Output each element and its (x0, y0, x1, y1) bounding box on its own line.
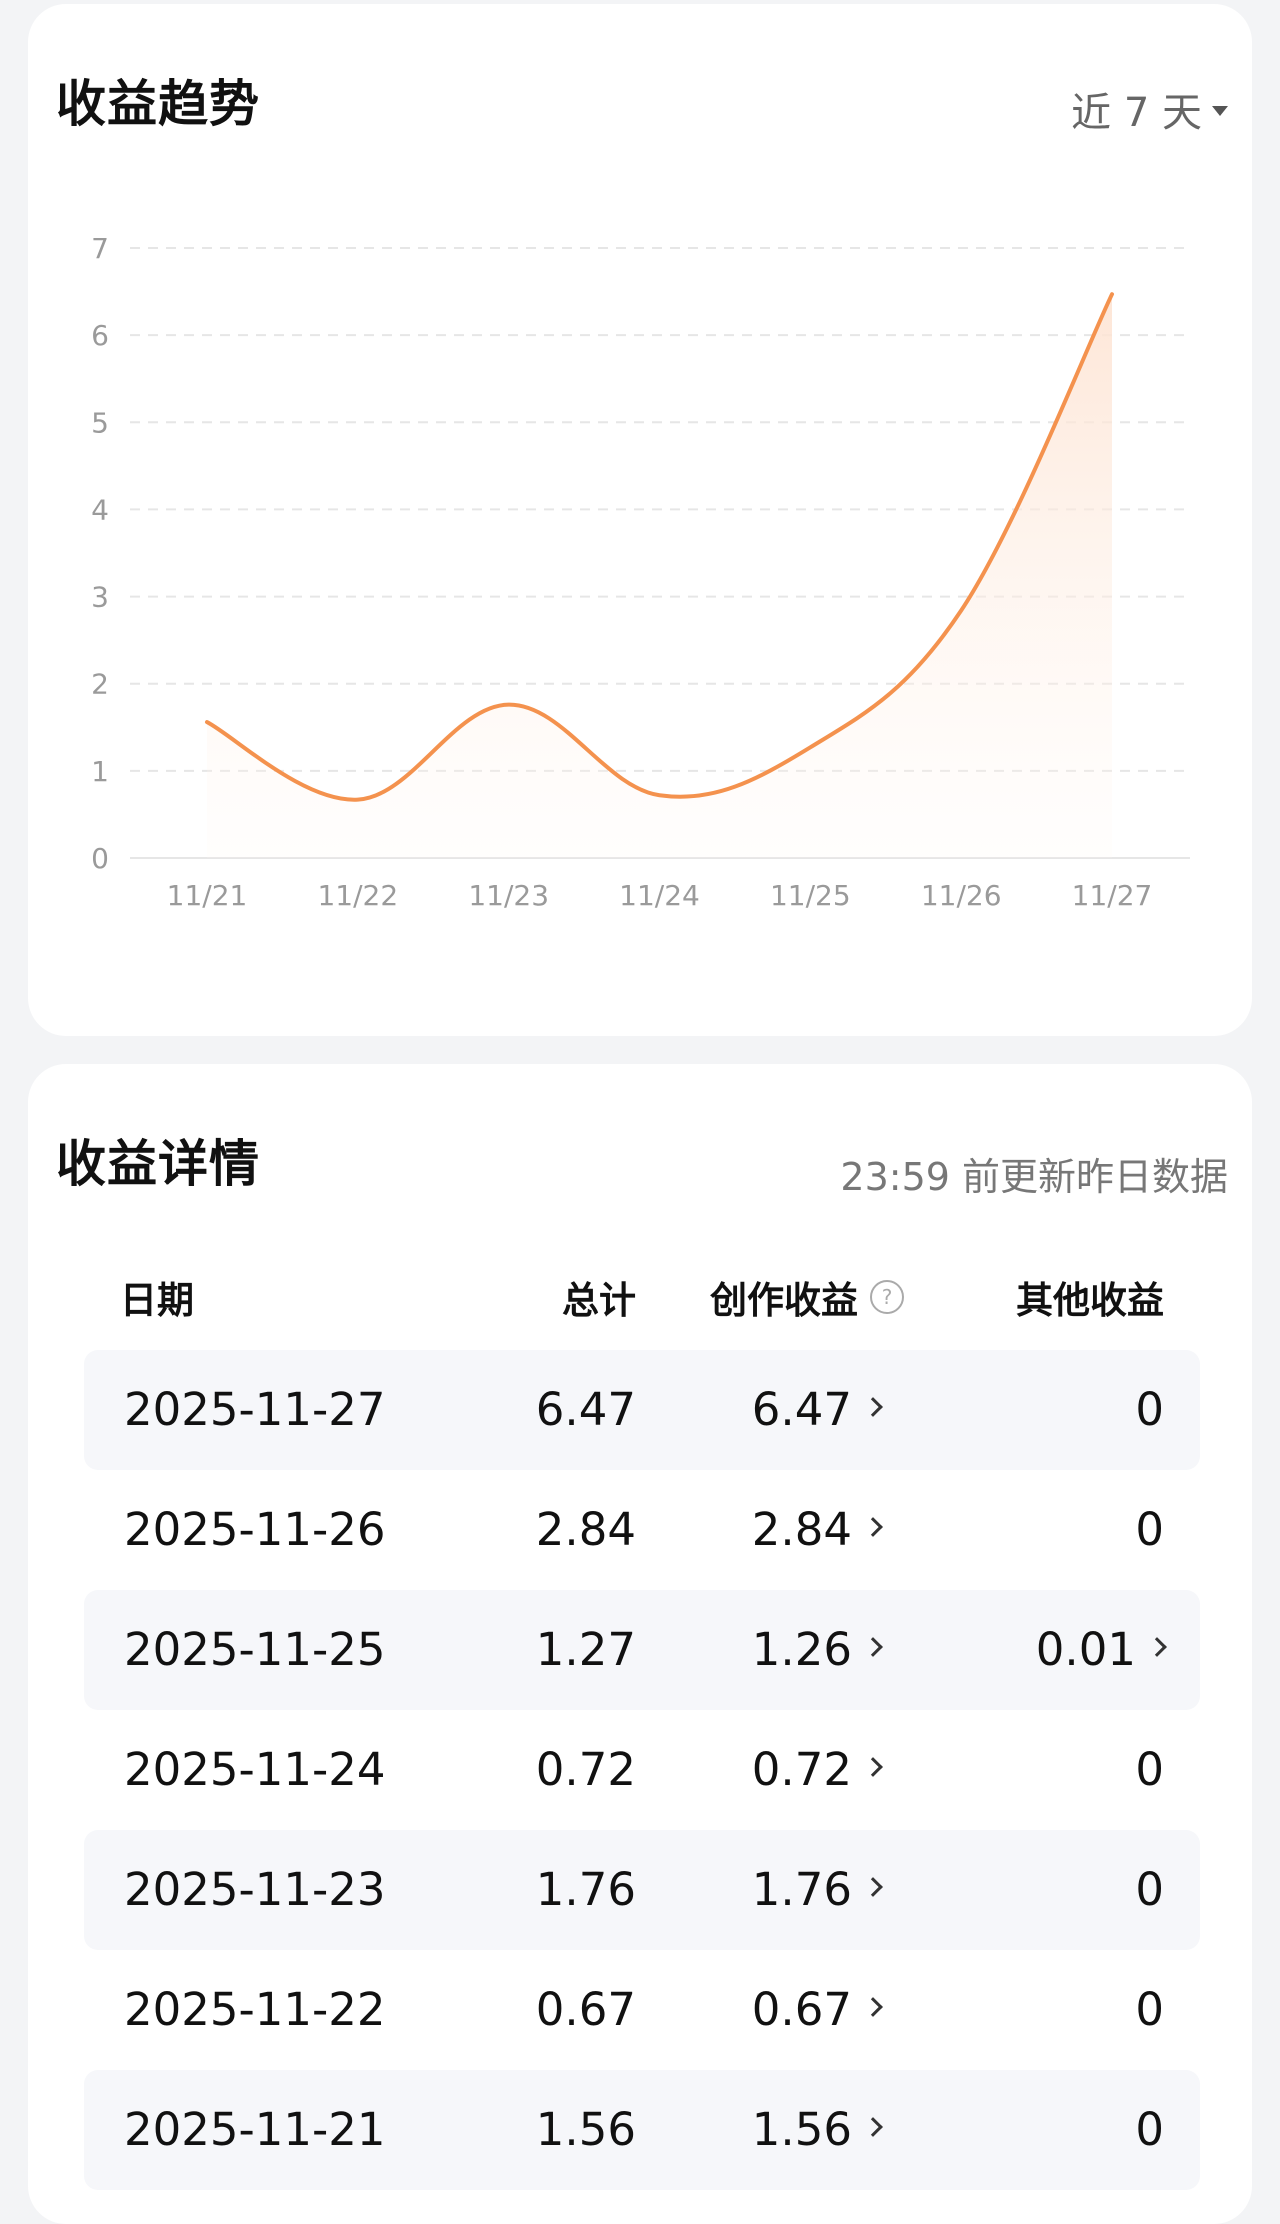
header-other: 其他收益 (1016, 1279, 1164, 1322)
row-date: 2025-11-26 (124, 1503, 386, 1556)
x-tick-label: 11/24 (619, 879, 700, 912)
trend-chart: 0 1 2 3 4 5 6 7 11/21 11/22 11/23 11/24 11/25 11/26 1… (91, 232, 1190, 912)
row-date: 2025-11-25 (124, 1623, 386, 1676)
header-creation: 创作收益 ? (710, 1270, 904, 1324)
chart-area-fill (207, 294, 1112, 859)
table-row: 2025-11-25 1.27 1.26 0.01 (84, 1590, 1200, 1710)
row-total: 6.47 (535, 1383, 636, 1436)
earnings-table: 2025-11-27 6.47 6.47 0 2025-11-26 2.84 2.84 0 20… (84, 1350, 1200, 2190)
caret-down-icon (1212, 106, 1228, 116)
row-creation-link[interactable]: 1.56 (751, 2070, 883, 2190)
y-tick-label: 4 (91, 493, 109, 526)
table-header: 日期 总计 创作收益 ? 其他收益 (84, 1270, 1200, 1326)
row-date: 2025-11-27 (124, 1383, 386, 1436)
x-tick-label: 11/27 (1072, 879, 1153, 912)
y-tick-label: 3 (91, 581, 109, 614)
row-creation-link[interactable]: 1.76 (751, 1830, 883, 1950)
chevron-right-icon (863, 1517, 883, 1537)
row-other: 0 (1135, 1830, 1164, 1950)
x-tick-label: 11/23 (468, 879, 549, 912)
x-tick-label: 11/22 (317, 879, 398, 912)
row-other: 0 (1135, 1950, 1164, 2070)
row-other: 0 (1135, 1350, 1164, 1470)
row-total: 0.72 (535, 1743, 636, 1796)
y-tick-label: 1 (91, 755, 109, 788)
chevron-right-icon (863, 2117, 883, 2137)
chart-point (807, 744, 813, 750)
row-creation-value: 1.56 (751, 2103, 852, 2156)
x-tick-label: 11/26 (921, 879, 1002, 912)
row-other-link[interactable]: 0.01 (1035, 1590, 1167, 1710)
x-tick-label: 11/25 (770, 879, 851, 912)
table-row: 2025-11-23 1.76 1.76 0 (84, 1830, 1200, 1950)
range-select-label: 近 7 天 (1071, 90, 1202, 136)
row-creation-link[interactable]: 2.84 (751, 1470, 883, 1590)
chart-point (506, 702, 512, 708)
chevron-right-icon (863, 1637, 883, 1657)
row-total: 1.27 (535, 1623, 636, 1676)
header-creation-label: 创作收益 (710, 1279, 858, 1322)
chart-point (958, 608, 964, 614)
chart-point (657, 792, 663, 798)
y-tick-label: 6 (91, 319, 109, 352)
row-date: 2025-11-24 (124, 1743, 386, 1796)
header-date: 日期 (120, 1279, 194, 1322)
row-other: 0 (1135, 2070, 1164, 2190)
chart-point (1109, 291, 1115, 297)
row-creation-value: 2.84 (751, 1503, 852, 1556)
row-other-value: 0 (1135, 1383, 1164, 1436)
table-row: 2025-11-21 1.56 1.56 0 (84, 2070, 1200, 2190)
row-other: 0 (1135, 1470, 1164, 1590)
table-row: 2025-11-24 0.72 0.72 0 (84, 1710, 1200, 1830)
row-other-value: 0 (1135, 1863, 1164, 1916)
chart-line-series (205, 292, 1114, 802)
row-other-value: 0 (1135, 2103, 1164, 2156)
chevron-right-icon (863, 1397, 883, 1417)
chart-point (204, 719, 210, 725)
row-date: 2025-11-23 (124, 1863, 386, 1916)
row-total: 1.56 (535, 2103, 636, 2156)
row-other-value: 0 (1135, 1983, 1164, 2036)
row-creation-link[interactable]: 1.26 (751, 1590, 883, 1710)
chevron-right-icon (863, 1997, 883, 2017)
update-note: 23:59 前更新昨日数据 (840, 1155, 1228, 1199)
trend-title: 收益趋势 (56, 75, 260, 133)
row-creation-link[interactable]: 6.47 (751, 1350, 883, 1470)
row-creation-value: 6.47 (751, 1383, 852, 1436)
row-other-value: 0 (1135, 1503, 1164, 1556)
y-tick-label: 2 (91, 668, 109, 701)
row-total: 1.76 (535, 1863, 636, 1916)
row-creation-value: 1.76 (751, 1863, 852, 1916)
row-other: 0 (1135, 1710, 1164, 1830)
row-creation-value: 1.26 (751, 1623, 852, 1676)
row-creation-link[interactable]: 0.67 (751, 1950, 883, 2070)
x-tick-label: 11/21 (167, 879, 248, 912)
header-total: 总计 (562, 1279, 636, 1322)
table-row: 2025-11-22 0.67 0.67 0 (84, 1950, 1200, 2070)
chevron-right-icon (863, 1757, 883, 1777)
y-tick-label: 7 (91, 232, 109, 265)
row-creation-value: 0.67 (751, 1983, 852, 2036)
row-date: 2025-11-22 (124, 1983, 386, 2036)
detail-title: 收益详情 (56, 1135, 260, 1193)
row-total: 0.67 (535, 1983, 636, 2036)
row-creation-link[interactable]: 0.72 (751, 1710, 883, 1830)
row-creation-value: 0.72 (751, 1743, 852, 1796)
y-tick-label: 5 (91, 406, 109, 439)
row-date: 2025-11-21 (124, 2103, 386, 2156)
y-tick-label: 0 (91, 842, 109, 875)
chart-point (355, 797, 361, 803)
chevron-right-icon (1147, 1637, 1167, 1657)
table-row: 2025-11-26 2.84 2.84 0 (84, 1470, 1200, 1590)
row-total: 2.84 (535, 1503, 636, 1556)
row-other-value: 0 (1135, 1743, 1164, 1796)
chevron-right-icon (863, 1877, 883, 1897)
row-other-value: 0.01 (1035, 1623, 1136, 1676)
table-row: 2025-11-27 6.47 6.47 0 (84, 1350, 1200, 1470)
question-circle-icon[interactable]: ? (870, 1280, 904, 1314)
range-select[interactable]: 近 7 天 (1071, 80, 1228, 138)
